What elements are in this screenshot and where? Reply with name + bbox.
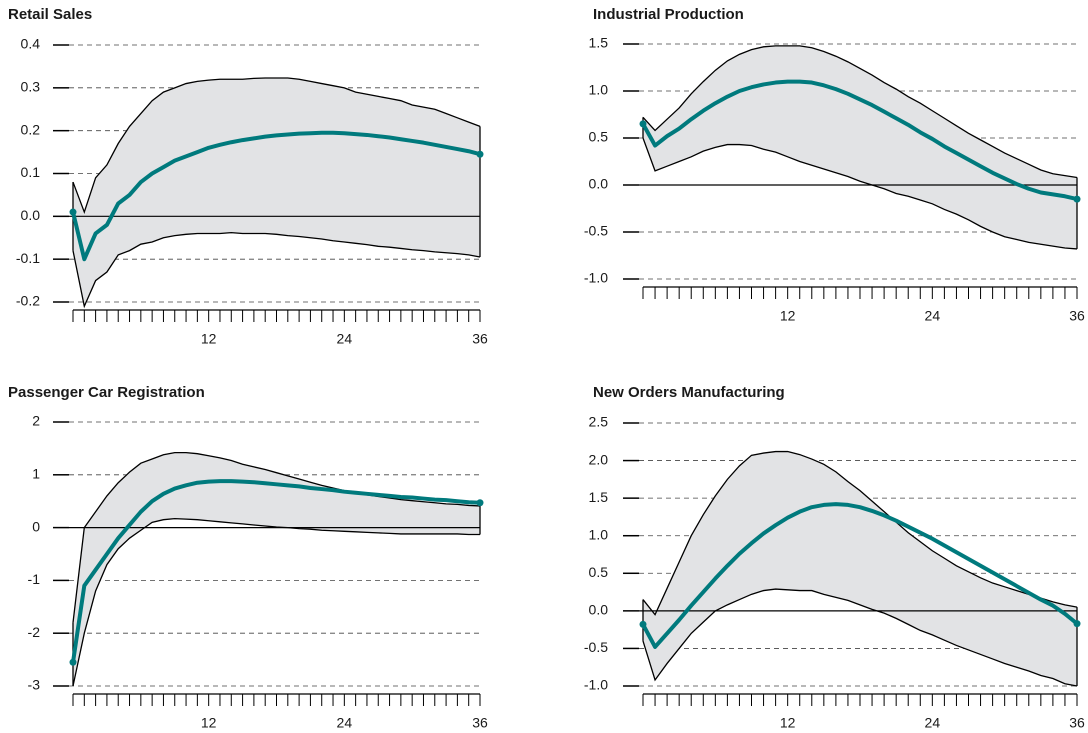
y-tick-label: 1.0 (589, 82, 609, 98)
band-upper (72, 451, 481, 623)
y-tick-label: 1.5 (589, 489, 609, 505)
y-tick-label: 1.0 (589, 526, 609, 542)
band-lower (72, 517, 480, 687)
y-tick-label: 0.0 (589, 602, 609, 618)
x-tick-label: 36 (1069, 308, 1085, 324)
x-tick-label: 36 (1069, 715, 1085, 731)
end-point (69, 208, 77, 216)
impulse-response-line (71, 479, 481, 663)
x-tick-label: 12 (201, 715, 217, 731)
y-tick-label: -0.1 (16, 250, 40, 266)
y-tick-label: 0.0 (589, 176, 609, 192)
x-tick-label: 24 (337, 715, 353, 731)
band-lower (642, 588, 1078, 687)
y-tick-label: -1.0 (584, 270, 608, 286)
end-point (476, 499, 484, 507)
y-tick-label: 0.2 (21, 121, 41, 137)
band-lower (642, 137, 1078, 250)
y-tick-label: -3 (28, 677, 41, 693)
x-tick-label: 24 (337, 331, 353, 347)
chart-title: Industrial Production (593, 6, 744, 23)
y-tick-label: 0.1 (21, 164, 41, 180)
y-tick-label: 2 (32, 413, 40, 429)
end-point (639, 120, 647, 128)
band-upper (72, 77, 481, 215)
y-tick-label: -0.2 (16, 293, 40, 309)
chart-title: Passenger Car Registration (8, 384, 205, 401)
x-tick-label: 36 (472, 715, 488, 731)
y-tick-label: 2.0 (589, 451, 609, 467)
x-tick-label: 12 (201, 331, 217, 347)
confidence-band (642, 451, 1078, 687)
x-tick-label: 12 (780, 308, 796, 324)
y-tick-label: -0.5 (584, 223, 608, 239)
y-tick-label: 0.3 (21, 79, 41, 95)
end-point (476, 150, 484, 158)
band-upper (642, 450, 1078, 616)
y-tick-label: 0.0 (21, 207, 41, 223)
y-tick-label: 2.5 (589, 414, 609, 430)
impulse-response-line (641, 502, 1079, 649)
confidence-band (72, 452, 481, 687)
y-tick-label: 0.5 (589, 129, 609, 145)
impulse-response-line (641, 79, 1078, 202)
y-tick-label: 1 (32, 466, 40, 482)
x-tick-label: 36 (472, 331, 488, 347)
x-tick-label: 24 (925, 715, 941, 731)
end-point (1073, 195, 1081, 203)
chart-title: New Orders Manufacturing (593, 384, 785, 401)
end-point (1073, 620, 1081, 628)
x-tick-label: 24 (925, 308, 941, 324)
y-tick-label: -0.5 (584, 639, 608, 655)
chart-title: Retail Sales (8, 6, 92, 23)
band-upper (642, 45, 1078, 179)
y-tick-label: 1.5 (589, 35, 609, 51)
end-point (69, 658, 77, 666)
y-tick-label: 0 (32, 518, 40, 534)
y-tick-label: -1 (28, 571, 41, 587)
band-lower (72, 231, 481, 309)
y-tick-label: -1.0 (584, 677, 608, 693)
y-tick-label: -2 (28, 624, 41, 640)
y-tick-label: 0.5 (589, 564, 609, 580)
impulse-response-line (71, 130, 481, 262)
end-point (639, 620, 647, 628)
x-tick-label: 12 (780, 715, 796, 731)
y-tick-label: 0.4 (21, 36, 41, 52)
